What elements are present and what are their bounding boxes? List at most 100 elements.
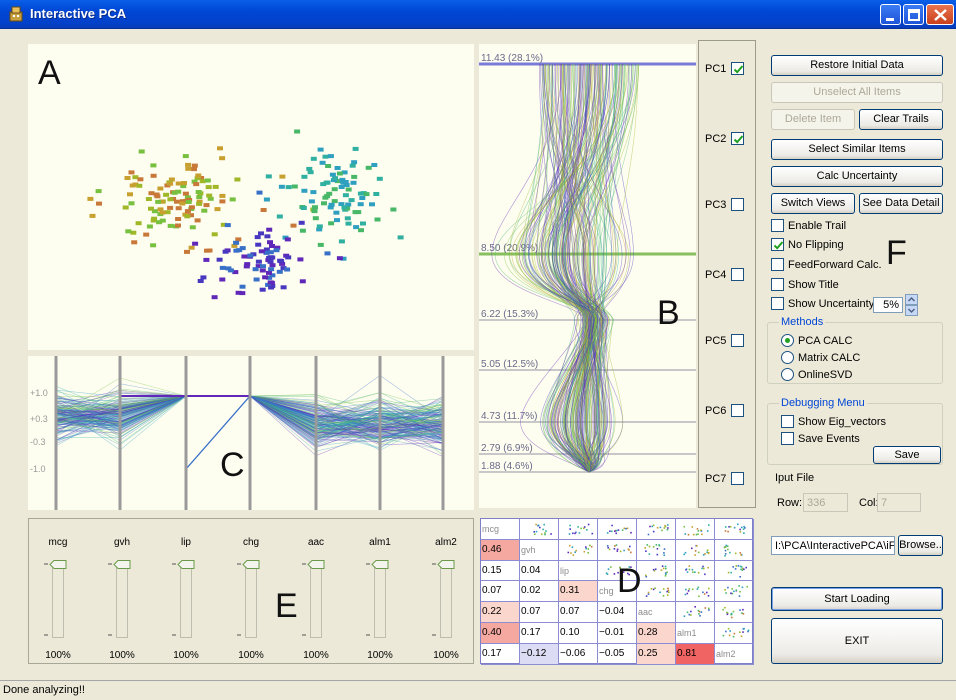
scatter-point[interactable] bbox=[342, 193, 349, 198]
scatter-point[interactable] bbox=[341, 170, 348, 175]
matrix-correlation-cell[interactable]: 0.22 bbox=[481, 602, 520, 623]
matrix-scatter-cell[interactable] bbox=[598, 539, 637, 561]
scatter-point[interactable] bbox=[264, 234, 271, 239]
scatter-point[interactable] bbox=[158, 199, 165, 204]
scatter-point[interactable] bbox=[260, 208, 267, 212]
scatter-point[interactable] bbox=[285, 185, 292, 190]
scatter-point[interactable] bbox=[273, 248, 280, 253]
matrix-correlation-cell[interactable]: 0.07 bbox=[481, 581, 520, 603]
scatter-point[interactable] bbox=[229, 197, 236, 202]
scatter-point[interactable] bbox=[267, 255, 274, 260]
scatter-point[interactable] bbox=[306, 166, 313, 171]
pc-toggle-6[interactable]: PC6 bbox=[705, 404, 753, 417]
method-radio-onlinesvd[interactable]: OnlineSVD bbox=[781, 368, 852, 381]
scatter-point[interactable] bbox=[321, 201, 327, 206]
show-uncertainty-checkbox[interactable]: Show Uncertainty bbox=[771, 297, 874, 310]
scatter-point[interactable] bbox=[312, 216, 319, 221]
scatter-point[interactable] bbox=[310, 190, 317, 195]
scatter-point[interactable] bbox=[219, 193, 226, 198]
scatter-point[interactable] bbox=[192, 241, 199, 246]
matrix-variable-header[interactable]: aac bbox=[637, 602, 676, 623]
scatter-point[interactable] bbox=[212, 184, 219, 189]
scatter-point[interactable] bbox=[390, 207, 397, 212]
weight-slider-alm2[interactable] bbox=[440, 562, 452, 638]
scatter-point[interactable] bbox=[150, 173, 157, 178]
scatter-point[interactable] bbox=[290, 223, 297, 228]
scatter-point[interactable] bbox=[269, 273, 276, 278]
matrix-scatter-cell[interactable] bbox=[676, 602, 715, 623]
matrix-correlation-cell[interactable]: 0.25 bbox=[637, 643, 676, 665]
scatter-point[interactable] bbox=[188, 245, 195, 250]
scatter-point[interactable] bbox=[211, 295, 218, 300]
scatter-point[interactable] bbox=[267, 240, 273, 245]
weight-slider-lip[interactable] bbox=[180, 562, 192, 638]
scatter-point[interactable] bbox=[156, 220, 163, 225]
scatter-point[interactable] bbox=[234, 177, 241, 182]
pc-toggle-5[interactable]: PC5 bbox=[705, 334, 753, 347]
scatter-point[interactable] bbox=[307, 170, 314, 175]
scatter-point[interactable] bbox=[341, 205, 348, 210]
scatter-point[interactable] bbox=[167, 205, 174, 210]
scatter-point[interactable] bbox=[232, 270, 239, 275]
scatter-point[interactable] bbox=[243, 264, 250, 269]
matrix-scatter-cell[interactable] bbox=[598, 519, 637, 540]
scatter-point[interactable] bbox=[269, 244, 275, 248]
browse-button[interactable]: Browse.. bbox=[898, 535, 943, 556]
scatter-point[interactable] bbox=[224, 223, 231, 228]
clear-trails-button[interactable]: Clear Trails bbox=[859, 109, 943, 130]
scatter-point[interactable] bbox=[357, 202, 364, 207]
enable-trail-checkbox[interactable]: Enable Trail bbox=[771, 219, 846, 232]
scatter-point[interactable] bbox=[191, 163, 198, 168]
scatter-point[interactable] bbox=[244, 262, 251, 267]
slider-thumb[interactable] bbox=[177, 560, 195, 569]
scatter-point[interactable] bbox=[239, 284, 246, 289]
scatter-point[interactable] bbox=[267, 250, 274, 255]
scatter-point[interactable] bbox=[219, 277, 226, 282]
calc-uncertainty-button[interactable]: Calc Uncertainty bbox=[771, 166, 943, 187]
pc-toggle-3[interactable]: PC3 bbox=[705, 198, 753, 211]
scatter-point[interactable] bbox=[196, 199, 203, 204]
scatter-point[interactable] bbox=[263, 250, 270, 255]
scatter-point[interactable] bbox=[279, 261, 286, 266]
scatter-point[interactable] bbox=[259, 287, 266, 292]
pc-toggle-2[interactable]: PC2 bbox=[705, 132, 753, 145]
scatter-point[interactable] bbox=[225, 266, 232, 271]
scatter-point[interactable] bbox=[217, 146, 223, 151]
scatter-point[interactable] bbox=[132, 182, 139, 187]
scatter-point[interactable] bbox=[87, 196, 94, 201]
scatter-point[interactable] bbox=[299, 228, 306, 233]
scatter-point[interactable] bbox=[334, 179, 341, 184]
exit-button[interactable]: EXIT bbox=[771, 618, 943, 664]
scatter-point[interactable] bbox=[194, 176, 201, 181]
scatter-point[interactable] bbox=[322, 154, 329, 159]
scatter-point[interactable] bbox=[301, 174, 308, 179]
scatter-point[interactable] bbox=[363, 192, 370, 197]
scatter-point[interactable] bbox=[263, 197, 270, 202]
scatter-point[interactable] bbox=[263, 247, 270, 252]
scatter-point[interactable] bbox=[204, 178, 211, 183]
matrix-correlation-cell[interactable]: −0.01 bbox=[598, 623, 637, 644]
pc-checkbox[interactable] bbox=[731, 404, 745, 417]
scatter-point[interactable] bbox=[185, 166, 192, 171]
scatter-point[interactable] bbox=[155, 199, 162, 204]
scatter-point[interactable] bbox=[291, 184, 298, 189]
scatter-point[interactable] bbox=[269, 263, 276, 268]
scatter-point[interactable] bbox=[373, 192, 380, 196]
matrix-correlation-cell[interactable]: −0.06 bbox=[559, 643, 598, 665]
matrix-correlation-cell[interactable]: −0.04 bbox=[598, 602, 637, 623]
matrix-scatter-cell[interactable] bbox=[559, 519, 598, 540]
scatter-point[interactable] bbox=[308, 199, 315, 204]
matrix-correlation-cell[interactable]: 0.17 bbox=[520, 623, 559, 644]
scatter-point[interactable] bbox=[352, 146, 359, 151]
scatter-point[interactable] bbox=[294, 129, 301, 134]
scatter-point[interactable] bbox=[180, 184, 187, 189]
scatter-point[interactable] bbox=[297, 257, 304, 262]
unselect-all-items-button[interactable]: Unselect All Items bbox=[771, 82, 943, 103]
slider-thumb[interactable] bbox=[371, 560, 389, 569]
matrix-correlation-cell[interactable]: 0.10 bbox=[559, 623, 598, 644]
scatter-point[interactable] bbox=[145, 197, 152, 201]
scatter-point[interactable] bbox=[276, 214, 283, 219]
scatter-point[interactable] bbox=[250, 252, 257, 257]
minimize-button[interactable] bbox=[880, 4, 901, 25]
matrix-correlation-cell[interactable]: −0.12 bbox=[520, 643, 559, 665]
